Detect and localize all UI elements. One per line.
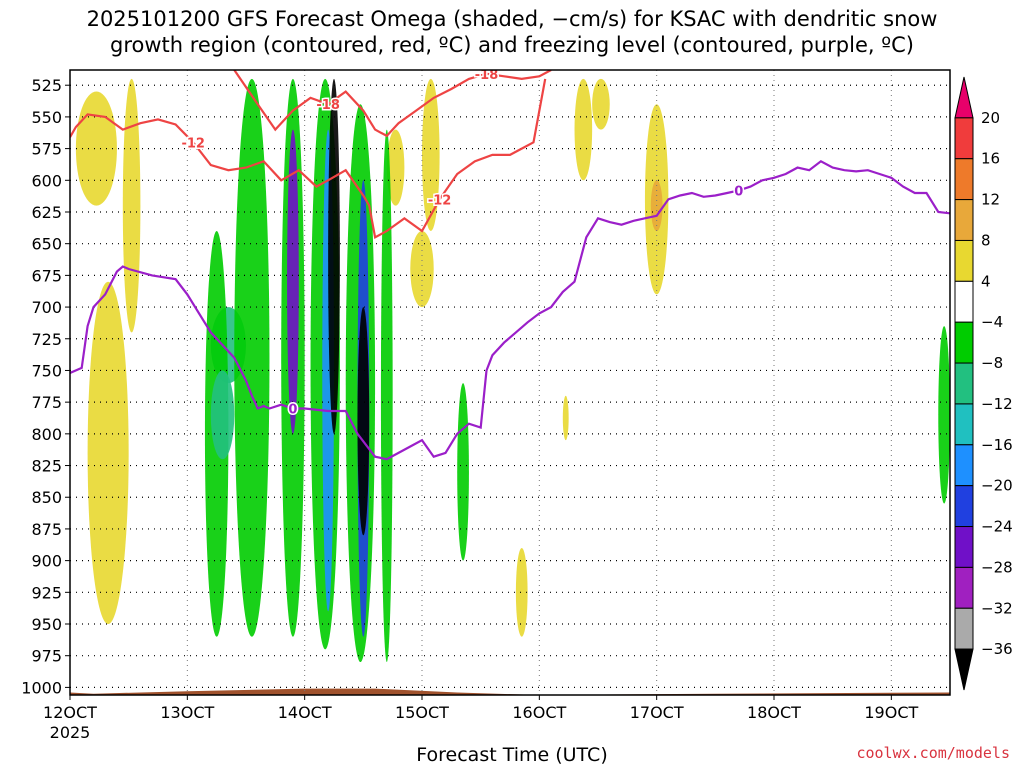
colorbar: 20 16 12 8 4 −4 −8 −12 −16 −20 −24 −28 −32 −36 — [954, 76, 1013, 691]
colorbar-seg-12 — [954, 566, 974, 609]
colorbar-seg-7 — [954, 362, 974, 405]
omega-blob-1 — [87, 281, 129, 625]
contour-line-1 — [70, 78, 547, 239]
omega-blob-22 — [574, 78, 593, 181]
colorbar-label-11: −28 — [981, 558, 1013, 576]
chart-title-line-1: 2025101200 GFS Forecast Omega (shaded, −… — [86, 7, 938, 31]
terrain-surface — [70, 688, 950, 695]
y-tick-label-1000: 1000 — [21, 678, 62, 697]
x-tick-label-1: 13OCT — [160, 703, 214, 722]
colorbar-label-6: −8 — [981, 354, 1003, 372]
colorbar-label-2: 12 — [981, 191, 1000, 209]
x-tick-label-2: 14OCT — [278, 703, 332, 722]
site-credit: coolwx.com/models — [856, 744, 1010, 762]
y-tick-label-625: 625 — [31, 203, 62, 222]
colorbar-seg-10 — [954, 485, 974, 528]
omega-blob-17 — [410, 231, 434, 308]
colorbar-seg-9 — [954, 444, 974, 487]
omega-blob-2 — [122, 78, 141, 333]
omega-blob-8 — [287, 129, 299, 434]
omega-blob-21 — [562, 395, 569, 441]
colorbar-label-5: −4 — [981, 313, 1003, 331]
x-tick-label-4: 16OCT — [512, 703, 566, 722]
omega-blob-20 — [515, 547, 528, 637]
colorbar-label-9: −20 — [981, 477, 1013, 495]
colorbar-label-4: 4 — [981, 272, 991, 290]
y-tick-label-950: 950 — [31, 615, 62, 634]
y-tick-label-550: 550 — [31, 108, 62, 127]
colorbar-seg-3 — [954, 199, 974, 241]
y-axis: 525 550 575 600 625 650 675 700 725 750 775 800 825 8… — [21, 76, 70, 697]
colorbar-seg-11 — [954, 526, 974, 568]
x-axis: 12OCT 13OCT 14OCT 15OCT 16OCT 17OCT 18OCT 19OCT… — [43, 695, 919, 742]
y-tick-label-975: 975 — [31, 647, 62, 666]
omega-blob-0 — [75, 91, 117, 206]
y-tick-label-600: 600 — [31, 171, 62, 190]
x-year-label: 2025 — [50, 723, 91, 742]
y-tick-label-700: 700 — [31, 298, 62, 317]
colorbar-label-3: 8 — [981, 231, 991, 249]
colorbar-seg-6 — [954, 321, 974, 364]
y-tick-label-675: 675 — [31, 266, 62, 285]
y-tick-label-575: 575 — [31, 140, 62, 159]
colorbar-seg-13 — [954, 607, 974, 650]
omega-blob-6 — [234, 78, 270, 637]
colorbar-seg-1 — [954, 117, 974, 160]
chart-title-line-2: growth region (contoured, red, ºC) and f… — [110, 33, 914, 57]
y-tick-label-800: 800 — [31, 425, 62, 444]
y-tick-label-750: 750 — [31, 361, 62, 380]
y-tick-label-725: 725 — [31, 330, 62, 349]
colorbar-label-7: −12 — [981, 395, 1013, 413]
colorbar-seg-14 — [954, 648, 974, 691]
omega-blob-5 — [210, 370, 235, 460]
terrain — [70, 688, 950, 695]
x-tick-label-3: 15OCT — [395, 703, 449, 722]
contour-label-2-0: -18 — [316, 98, 340, 113]
colorbar-seg-2 — [954, 158, 974, 201]
y-tick-label-850: 850 — [31, 488, 62, 507]
contour-line-2 — [233, 70, 552, 138]
contour-label-0-0: 0 — [288, 402, 297, 417]
x-axis-label: Forecast Time (UTC) — [416, 744, 608, 766]
colorbar-seg-0 — [954, 76, 974, 119]
y-tick-label-825: 825 — [31, 457, 62, 476]
y-tick-label-925: 925 — [31, 583, 62, 602]
omega-blob-11 — [328, 78, 340, 434]
x-tick-label-0: 12OCT — [43, 703, 97, 722]
contour-line-0 — [70, 159, 950, 461]
omega-blob-23 — [592, 78, 610, 130]
x-tick-label-6: 18OCT — [747, 703, 801, 722]
y-tick-label-775: 775 — [31, 393, 62, 412]
omega-shading — [75, 78, 950, 663]
x-tick-label-7: 19OCT — [864, 703, 918, 722]
colorbar-seg-5 — [954, 280, 974, 323]
contour-label-1-1: -12 — [428, 193, 452, 208]
colorbar-label-8: −16 — [981, 436, 1013, 454]
contour-label-0-1: 0 — [734, 184, 743, 199]
plot-frame — [69, 69, 951, 696]
x-tick-label-5: 17OCT — [630, 703, 684, 722]
colorbar-label-10: −24 — [981, 518, 1013, 536]
chart-title: 2025101200 GFS Forecast Omega (shaded, −… — [0, 6, 1024, 58]
omega-blob-14 — [357, 307, 370, 536]
colorbar-seg-4 — [954, 239, 974, 282]
colorbar-label-13: −36 — [981, 640, 1013, 658]
contour-label-1-0: -12 — [181, 136, 205, 151]
omega-blob-19 — [457, 383, 469, 561]
y-tick-label-650: 650 — [31, 235, 62, 254]
y-tick-label-525: 525 — [31, 76, 62, 95]
colorbar-label-12: −32 — [981, 599, 1013, 617]
contour-label-2-1: -18 — [475, 68, 499, 83]
colorbar-label-0: 20 — [981, 109, 1000, 127]
omega-blob-18 — [422, 78, 440, 232]
colorbar-label-1: 16 — [981, 150, 1000, 168]
y-tick-label-875: 875 — [31, 520, 62, 539]
omega-blob-16 — [380, 129, 393, 663]
colorbar-seg-8 — [954, 403, 974, 446]
y-tick-label-900: 900 — [31, 552, 62, 571]
omega-blob-26 — [938, 326, 950, 504]
contours: 0 0 -12 -12 -18 -18 — [70, 68, 950, 461]
